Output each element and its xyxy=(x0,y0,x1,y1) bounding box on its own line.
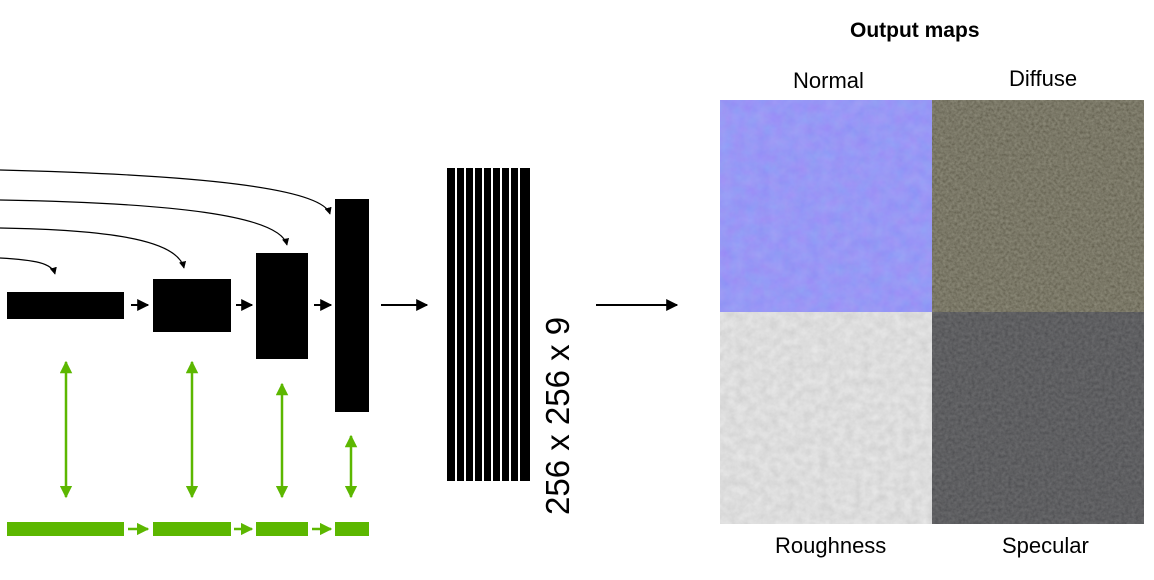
skip-connection-4 xyxy=(0,169,332,215)
global-block-1 xyxy=(7,522,124,536)
global-block-4 xyxy=(335,522,369,536)
specular-map-image xyxy=(932,312,1144,524)
skip-connections xyxy=(0,169,332,275)
roughness-map-image xyxy=(720,312,932,524)
map-label-diffuse: Diffuse xyxy=(1009,66,1078,91)
feature-map-stack xyxy=(447,168,530,481)
global-block-2 xyxy=(153,522,231,536)
global-track-blocks xyxy=(7,522,369,536)
decoder-block-2 xyxy=(153,279,231,332)
map-label-specular: Specular xyxy=(1002,533,1089,558)
decoder-block-3 xyxy=(256,253,308,359)
map-label-normal: Normal xyxy=(793,68,864,93)
decoder-block-1 xyxy=(7,292,124,319)
decoder-blocks xyxy=(7,199,369,412)
skip-connection-2 xyxy=(0,227,187,269)
decoder-block-4 xyxy=(335,199,369,412)
feature-dims-label: 256 x 256 x 9 xyxy=(539,316,576,515)
output-maps-title: Output maps xyxy=(850,19,980,42)
skip-connection-3 xyxy=(0,199,290,246)
global-block-3 xyxy=(256,522,308,536)
diffuse-map-image xyxy=(932,100,1144,312)
map-label-roughness: Roughness xyxy=(775,533,887,558)
global-exchange-arrows xyxy=(59,360,358,499)
skip-connection-1 xyxy=(0,257,57,275)
normal-map-image xyxy=(720,100,932,312)
